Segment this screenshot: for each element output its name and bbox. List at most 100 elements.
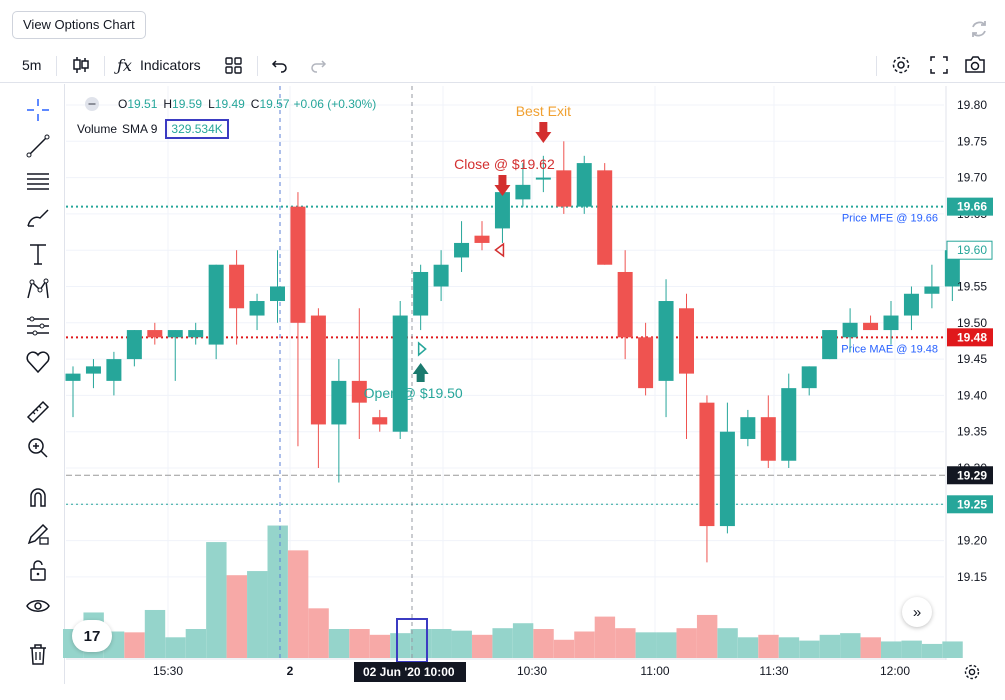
toolbar-divider	[876, 56, 877, 76]
candle-body	[454, 242, 470, 258]
volume-label: Volume	[77, 122, 118, 136]
price-level-tag-text: 19.66	[957, 200, 987, 214]
scroll-to-realtime-button[interactable]: »	[902, 597, 932, 627]
axis-settings-gear-icon[interactable]	[962, 662, 982, 682]
candle-body	[658, 301, 674, 381]
candle-body	[494, 192, 510, 229]
pattern-icon[interactable]	[24, 276, 52, 304]
candle-body	[903, 293, 919, 316]
volume-bar	[185, 629, 207, 658]
toolbar-divider	[56, 56, 57, 76]
candle-body	[842, 322, 858, 338]
candle-body	[699, 402, 715, 527]
candle-body	[740, 417, 756, 439]
candle-body	[781, 388, 797, 461]
candle-body	[535, 177, 551, 180]
volume-bar	[410, 629, 432, 658]
prediction-tools-icon[interactable]	[24, 312, 52, 340]
volume-bar	[226, 575, 247, 658]
ohlc-legend: O 19.51 H 19.59 L 19.49 C 19.57 +0.06 (+0.30…	[84, 96, 376, 112]
price-tick-label: 19.30	[957, 461, 987, 475]
indicators-button[interactable]: ƒx Indicators	[117, 48, 201, 82]
time-tick-label: 12:00	[880, 664, 910, 678]
top-bar: View Options Chart	[0, 0, 1005, 46]
lock-pencil-icon[interactable]	[24, 520, 52, 548]
last-price-tag	[946, 240, 993, 260]
brush-icon[interactable]	[24, 204, 52, 232]
fullscreen-icon[interactable]	[929, 48, 949, 82]
heart-icon[interactable]	[24, 348, 52, 376]
volume-bar	[881, 641, 902, 658]
volume-bar	[676, 628, 697, 658]
volume-bar	[165, 637, 186, 658]
volume-bar	[656, 632, 677, 658]
volume-bar	[635, 632, 656, 658]
crosshair-icon[interactable]	[24, 96, 52, 124]
price-tick-label: 19.20	[957, 534, 987, 548]
volume-bar	[287, 550, 309, 658]
view-options-chart-button[interactable]: View Options Chart	[12, 11, 146, 39]
tradingview-logo[interactable]: 17	[72, 620, 112, 652]
price-level-tag	[947, 495, 993, 514]
price-level-tag	[947, 197, 993, 216]
eye-icon[interactable]	[24, 592, 52, 620]
candle-body	[331, 380, 347, 425]
volume-bar	[267, 525, 288, 658]
volume-bar	[472, 634, 493, 658]
volume-bar	[860, 637, 881, 658]
volume-bar	[144, 609, 166, 658]
unlock-icon[interactable]	[24, 556, 52, 584]
collapse-legend-icon[interactable]	[84, 96, 100, 112]
ruler-icon[interactable]	[24, 398, 52, 426]
price-level-tag-text: 19.25	[957, 497, 987, 511]
function-icon: ƒx	[117, 55, 132, 75]
open-arrow-icon	[412, 363, 429, 382]
high-value: 19.59	[172, 97, 203, 111]
time-crosshair-tag	[354, 662, 466, 682]
volume-bar	[369, 634, 391, 658]
price-tick-label: 19.65	[957, 207, 987, 221]
settings-gear-icon[interactable]	[890, 48, 912, 82]
chart-toolbar: 5m ƒx Indicators	[0, 48, 1005, 83]
trend-line-icon[interactable]	[24, 132, 52, 160]
volume-bar	[512, 623, 534, 658]
candle-body	[433, 264, 449, 287]
time-tick-label: 11:30	[759, 664, 788, 678]
sma-value: 329.534K	[165, 119, 229, 139]
fib-retracement-icon[interactable]	[24, 168, 52, 196]
candle-body	[85, 366, 101, 374]
undo-icon[interactable]	[270, 48, 290, 82]
candle-body	[249, 301, 265, 316]
time-tick-label: 15:30	[153, 664, 183, 678]
candle-body	[760, 417, 776, 461]
price-level-tag	[947, 466, 993, 485]
volume-bar	[594, 616, 616, 658]
redo-icon[interactable]	[308, 48, 328, 82]
candles-icon[interactable]	[70, 48, 92, 82]
zoom-in-icon[interactable]	[24, 434, 52, 462]
volume-legend: Volume SMA 9 329.534K	[77, 119, 229, 139]
candle-body	[290, 206, 306, 323]
candle-body	[229, 264, 245, 309]
interval-button[interactable]: 5m	[22, 57, 42, 73]
price-tick-label: 19.40	[957, 388, 987, 402]
candle-body	[597, 170, 613, 265]
price-tick-label: 19.70	[957, 171, 987, 185]
volume-highlight-box	[396, 618, 428, 663]
volume-bar	[901, 640, 922, 658]
text-tool-icon[interactable]	[24, 240, 52, 268]
trash-icon[interactable]	[24, 640, 52, 668]
refresh-icon[interactable]	[968, 18, 990, 40]
candle-body	[126, 330, 142, 360]
price-level-tag-text: 19.48	[957, 330, 987, 344]
candle-body	[863, 322, 879, 331]
layout-grid-icon[interactable]	[224, 48, 244, 82]
magnet-icon[interactable]	[24, 484, 52, 512]
change-value: +0.06 (+0.30%)	[293, 97, 377, 111]
volume-bar	[451, 630, 472, 658]
candle-body	[801, 366, 817, 389]
volume-bar	[758, 634, 779, 658]
candle-body	[638, 337, 654, 389]
camera-icon[interactable]	[963, 48, 987, 82]
price-tick-label: 19.80	[957, 98, 987, 112]
